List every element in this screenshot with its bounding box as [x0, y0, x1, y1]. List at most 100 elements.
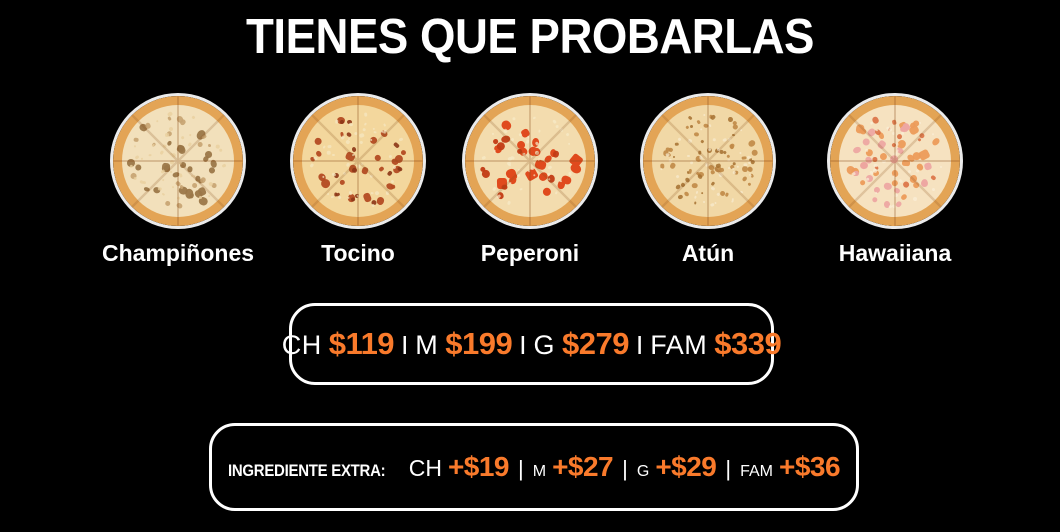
size-price-fam: $339 [714, 326, 782, 361]
topping-speck [192, 174, 196, 178]
topping-speck [390, 179, 396, 185]
topping-speck [686, 155, 691, 158]
topping-speck [353, 131, 359, 137]
topping-speck [360, 162, 364, 166]
topping-speck [322, 145, 326, 149]
topping-speck [902, 159, 911, 167]
topping-speck [567, 142, 571, 145]
topping-speck [858, 125, 868, 136]
topping-speck [872, 168, 878, 173]
topping-speck [345, 131, 353, 138]
topping-speck [547, 165, 552, 171]
topping-speck [364, 122, 368, 127]
topping-speck [718, 172, 724, 178]
pizza-label: Hawaiiana [838, 240, 952, 266]
pizza-gallery: Champiñones Tocino Peperoni [0, 96, 1060, 276]
topping-speck [918, 131, 926, 139]
topping-speck [503, 128, 509, 134]
topping-speck [702, 113, 706, 117]
topping-speck [207, 181, 214, 187]
topping-speck [342, 171, 347, 177]
size-label-g: G [533, 330, 556, 360]
topping-speck [685, 125, 690, 130]
topping-speck [188, 133, 191, 137]
pizza-card-champinones[interactable]: Champiñones [98, 96, 258, 267]
topping-speck [201, 134, 208, 140]
topping-speck [373, 153, 383, 163]
topping-speck [492, 186, 498, 192]
topping-speck [675, 184, 682, 191]
topping-speck [556, 125, 559, 129]
topping-speck [668, 161, 676, 170]
size-label-ch: CH [281, 330, 322, 360]
topping-speck [900, 193, 909, 202]
topping-speck [378, 166, 385, 173]
topping-speck [918, 121, 922, 125]
extra-separator: | [518, 456, 524, 481]
topping-speck [665, 152, 670, 157]
topping-speck [197, 141, 204, 148]
topping-speck [726, 158, 731, 162]
topping-speck [747, 161, 751, 165]
topping-speck [373, 130, 377, 134]
topping-speck [313, 156, 319, 161]
topping-speck [731, 133, 735, 136]
topping-speck [931, 137, 942, 147]
pizza-cheese [652, 105, 764, 217]
topping-speck [862, 138, 871, 147]
topping-speck [532, 116, 536, 120]
pizza-card-peperoni[interactable]: Peperoni [450, 96, 610, 267]
pizza-image-mushroom [113, 96, 243, 226]
topping-speck [695, 190, 699, 194]
topping-speck [525, 139, 530, 144]
topping-speck [873, 163, 878, 168]
topping-speck [512, 117, 516, 121]
topping-speck [912, 196, 918, 202]
topping-speck [348, 122, 354, 127]
pizza-card-hawaiiana[interactable]: Hawaiiana [815, 96, 975, 267]
size-price-box: CH $119 I M $199 I G $279 I FAM $339 [282, 303, 782, 385]
topping-speck [739, 128, 742, 132]
topping-speck [715, 192, 720, 197]
topping-speck [330, 195, 334, 199]
topping-speck [694, 201, 698, 205]
topping-speck [750, 149, 759, 157]
topping-speck [722, 137, 728, 142]
topping-speck [538, 129, 541, 133]
topping-speck [133, 144, 137, 149]
topping-speck [682, 190, 690, 198]
topping-speck [710, 186, 715, 192]
topping-speck [872, 116, 881, 125]
topping-speck [871, 197, 878, 203]
pizza-cheese [839, 105, 951, 217]
pizza-card-atun[interactable]: Atún [628, 96, 788, 267]
topping-speck [372, 127, 376, 130]
topping-speck [698, 155, 703, 160]
topping-speck [359, 140, 364, 145]
topping-speck [339, 178, 346, 186]
topping-speck [739, 190, 743, 195]
topping-speck [350, 146, 357, 153]
topping-speck [132, 177, 138, 181]
topping-speck [881, 159, 886, 164]
topping-speck [207, 194, 210, 197]
topping-speck [675, 173, 681, 179]
topping-speck [191, 114, 196, 120]
pizza-label: Atún [681, 240, 735, 266]
topping-speck [552, 150, 561, 159]
topping-speck [171, 152, 177, 158]
topping-speck [351, 166, 358, 173]
topping-speck [382, 123, 387, 128]
topping-speck [672, 155, 675, 158]
extra-price-fam: +$36 [779, 451, 841, 482]
topping-speck [162, 192, 166, 197]
topping-speck [689, 160, 694, 165]
extra-separator: | [622, 456, 628, 481]
topping-speck [369, 174, 374, 178]
topping-speck [519, 188, 523, 191]
topping-speck [179, 184, 184, 189]
extra-size-label-g: G [636, 463, 650, 480]
topping-speck [746, 166, 752, 172]
pizza-card-tocino[interactable]: Tocino [278, 96, 438, 267]
topping-speck [501, 184, 509, 191]
